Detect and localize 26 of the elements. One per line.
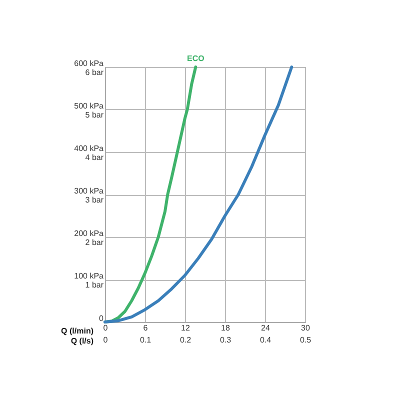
- x-tick-label: 24: [261, 324, 270, 332]
- y-tick-label: 300 kPa: [74, 186, 104, 196]
- annotation: ECO: [186, 54, 204, 63]
- y2-tick-label: 1 bar: [85, 280, 104, 290]
- y2-tick-label: 3 bar: [85, 196, 104, 204]
- x2-tick-label: 0.3: [220, 336, 232, 344]
- x-tick-label: 18: [221, 324, 230, 332]
- y2-tick-label: 4 bar: [85, 153, 104, 162]
- y-tick-label: 400 kPa: [74, 144, 104, 153]
- x-tick-label: 30: [301, 324, 310, 332]
- y-tick-label: 200 kPa: [74, 229, 104, 238]
- x-tick-label: 6: [143, 324, 148, 332]
- x2-tick-label: 0.2: [180, 336, 192, 344]
- y2-tick-label: 2 bar: [85, 238, 104, 247]
- y-tick-label: 0: [99, 314, 104, 323]
- y-tick-label: 500 kPa: [74, 102, 104, 110]
- x-tick-label: 12: [181, 324, 190, 332]
- x-axis-title: Q (l/min): [61, 326, 94, 336]
- x2-axis-title: Q (l/s): [70, 336, 94, 346]
- y-tick-label: 600 kPa: [74, 59, 104, 68]
- x2-tick-label: 0.4: [260, 336, 272, 344]
- y-tick-label: 100 kPa: [74, 272, 104, 280]
- x2-tick-label: 0.1: [140, 336, 152, 344]
- y2-tick-label: 5 bar: [85, 110, 104, 120]
- y2-tick-label: 6 bar: [85, 68, 104, 77]
- x2-tick-label: 0.5: [300, 336, 312, 344]
